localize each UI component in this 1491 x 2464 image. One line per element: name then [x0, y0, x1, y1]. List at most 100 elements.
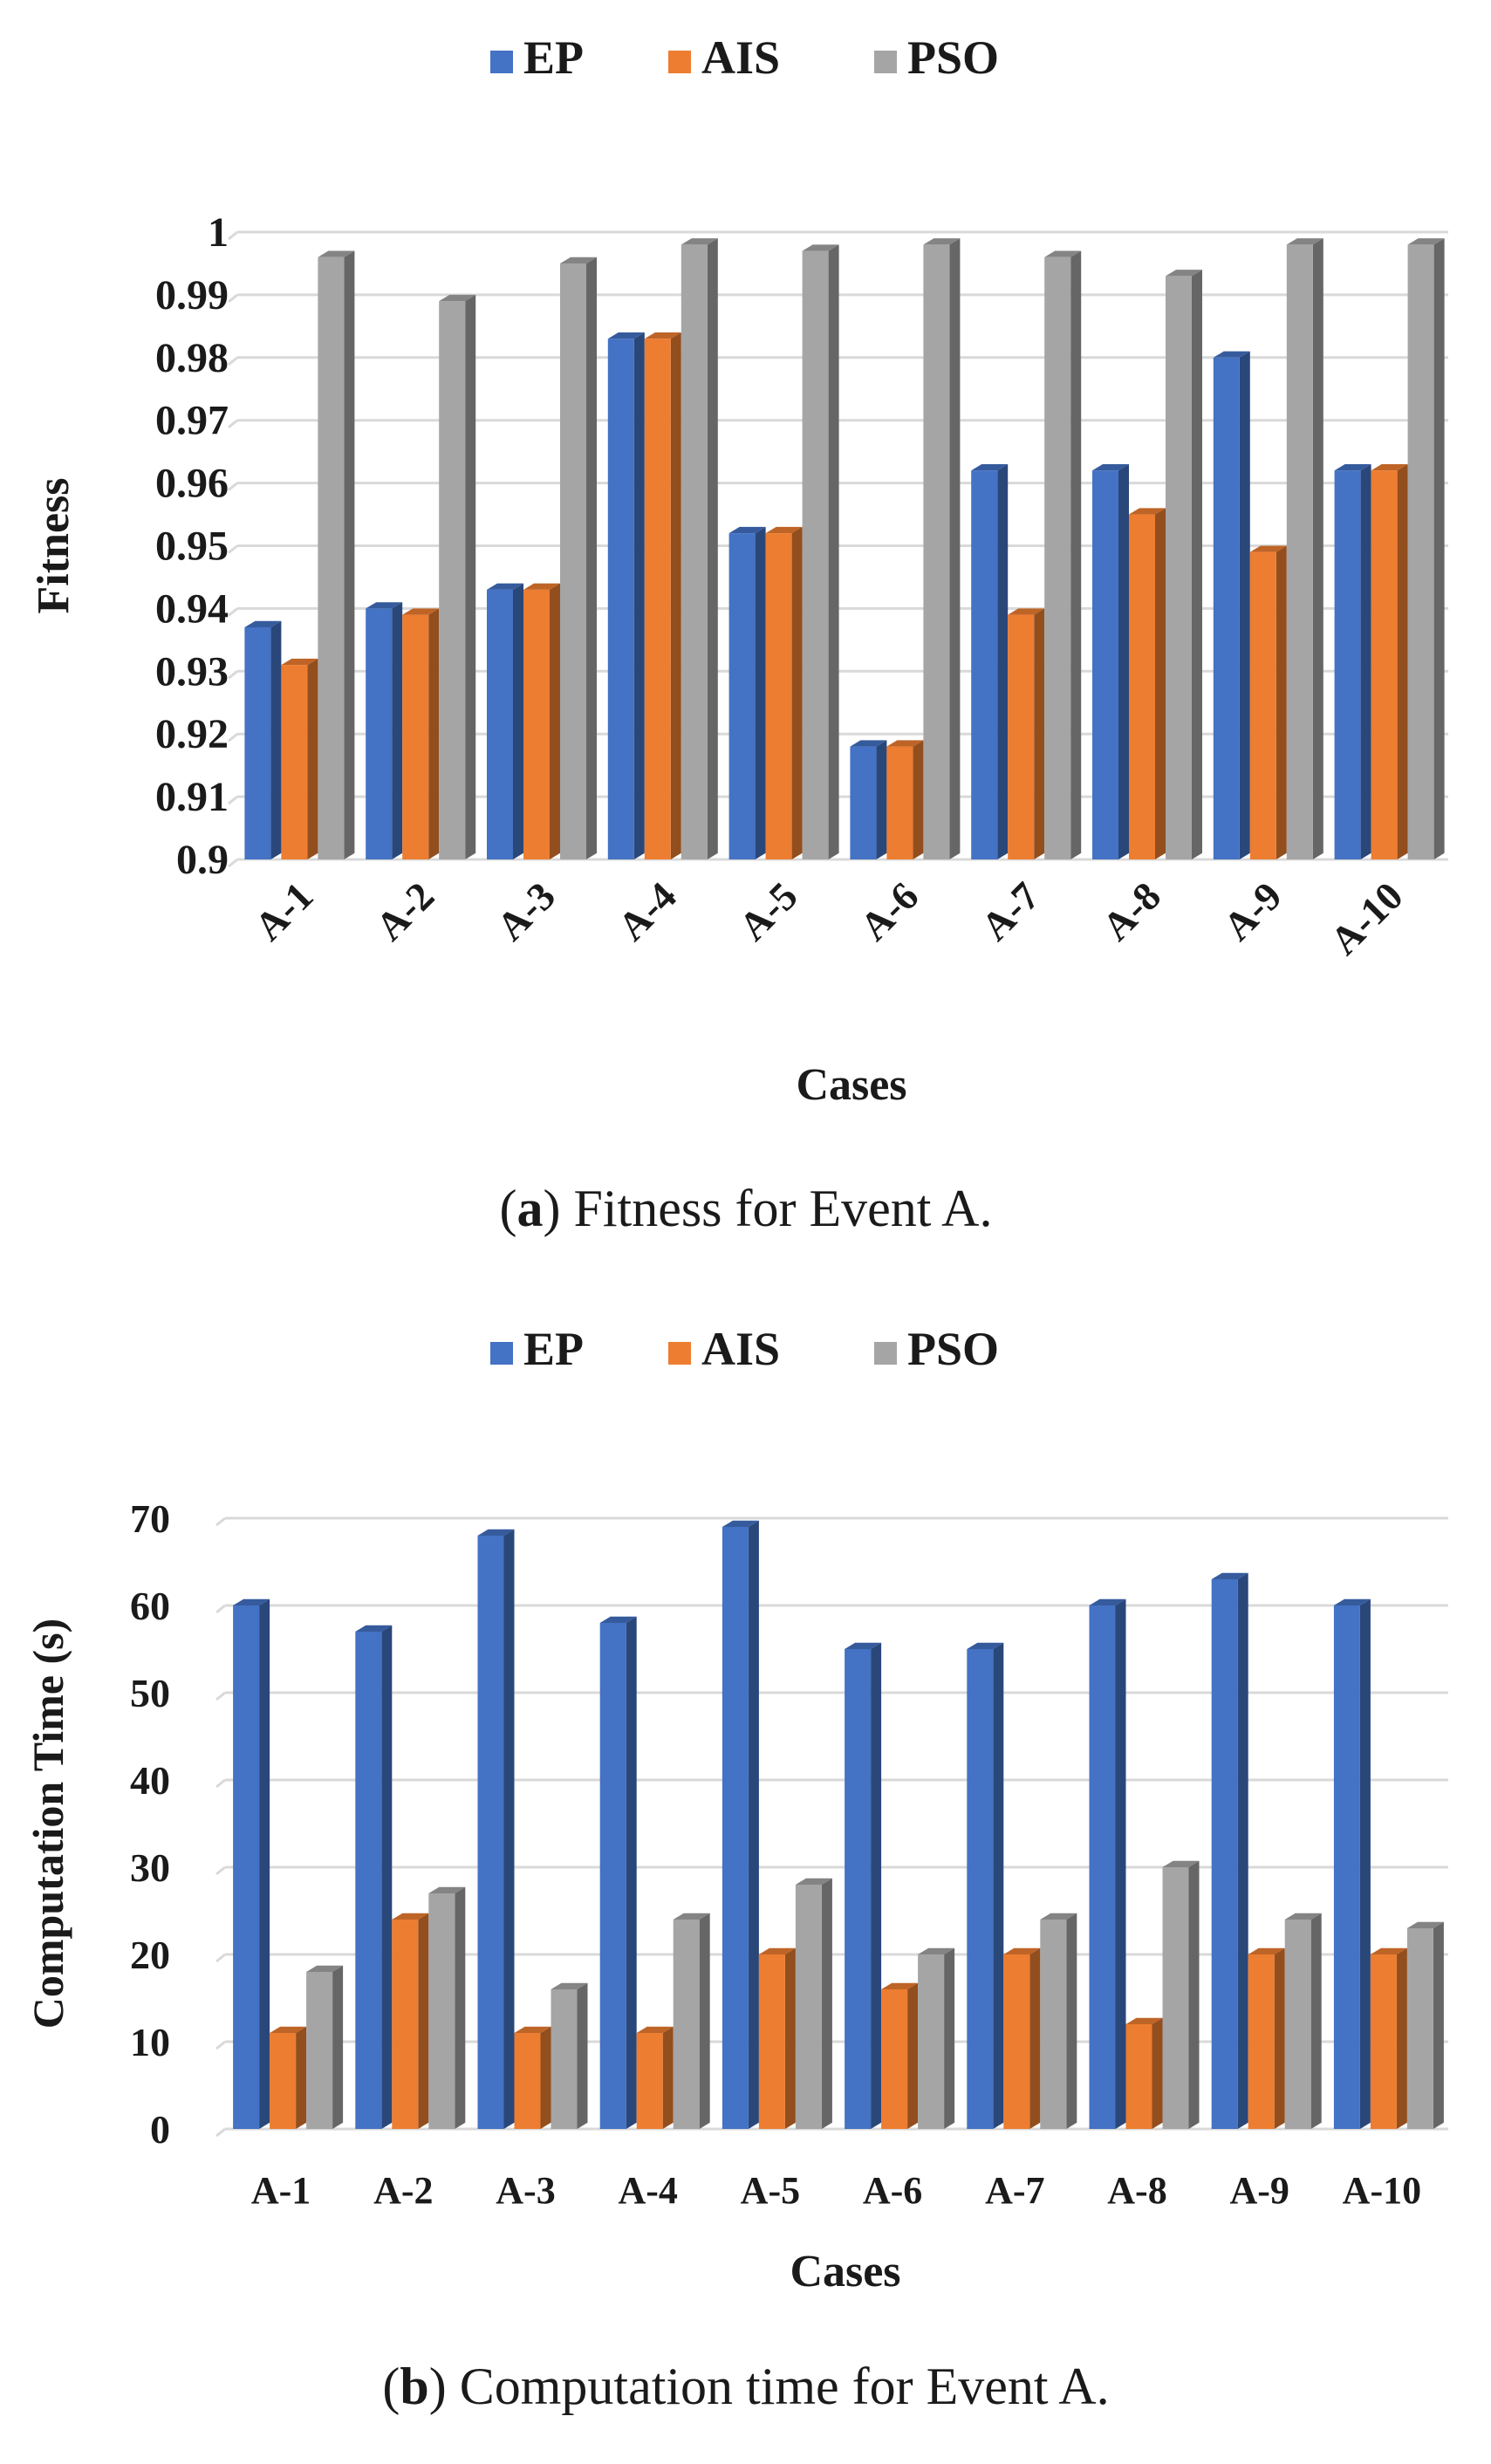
figure-caption: (a) Fitness for Event A. — [500, 1180, 993, 1237]
bar-front — [1008, 614, 1035, 859]
gridline-depth — [215, 2040, 226, 2050]
bar-top — [402, 608, 440, 615]
bar-top — [886, 740, 924, 747]
gridline-depth — [228, 356, 238, 366]
bar-top — [802, 244, 839, 251]
bar-top — [270, 2026, 307, 2033]
legend-label-pso: PSO — [907, 1323, 999, 1375]
bar-top — [1089, 1598, 1126, 1605]
bar-front — [244, 626, 271, 859]
bar-ais-a-4 — [644, 332, 681, 860]
bar-pso-a-3 — [551, 1982, 588, 2129]
bar-side — [828, 244, 839, 859]
bar-pso-a-7 — [1040, 1913, 1077, 2129]
bar-top — [881, 1982, 919, 1989]
bar-top — [551, 1982, 588, 1989]
x-tick-label: A-10 — [1322, 873, 1412, 963]
bar-top — [355, 1625, 393, 1632]
bar-top — [306, 1965, 344, 1972]
bar-pso-a-2 — [428, 1886, 466, 2129]
bar-ais-a-5 — [758, 1947, 796, 2129]
gridline-depth — [228, 293, 238, 304]
bar-front — [1211, 1579, 1238, 2129]
bar-pso-a-8 — [1166, 270, 1202, 860]
bar-top — [1248, 1947, 1285, 1954]
computation-time-chart: EP AIS PSO 0 10 20 30 40 50 60 70 A-1 A-2 A-3 A-4 A-5 A-… — [24, 1323, 1448, 2415]
bar-front — [560, 263, 586, 859]
bar-side — [633, 332, 645, 859]
bar-side — [1188, 1860, 1200, 2129]
bar-front — [355, 1632, 382, 2129]
bar-side — [1155, 508, 1166, 859]
bar-side — [707, 238, 718, 859]
bar-top — [607, 332, 645, 339]
bar-front — [758, 1954, 785, 2129]
gridline-depth — [215, 1604, 226, 1614]
bar-front — [850, 746, 877, 859]
bar-side — [748, 1520, 759, 2129]
bar-pso-a-1 — [306, 1965, 344, 2129]
bar-front — [1249, 551, 1276, 859]
y-tick-label: 0.91 — [155, 774, 229, 820]
bar-top — [1129, 508, 1166, 515]
bar-top — [1333, 1598, 1371, 1605]
bar-ais-a-8 — [1129, 508, 1166, 859]
bar-ais-a-10 — [1371, 464, 1408, 859]
gridline-depth — [215, 1691, 226, 1701]
bar-side — [465, 294, 476, 859]
bar-ais-a-7 — [1003, 1947, 1041, 2129]
bar-top — [1003, 1947, 1041, 1954]
fitness-chart: EP AIS PSO 0.9 0.91 0.92 0.93 0.94 0.95 0.96 0.97 0… — [29, 31, 1448, 1237]
bar-side — [1239, 351, 1250, 860]
x-tick-label: A-3 — [488, 873, 564, 949]
bar-side — [344, 250, 355, 859]
y-tick-label: 30 — [130, 1845, 170, 1890]
legend-label-ep: EP — [523, 1323, 584, 1375]
gridline-depth — [228, 795, 238, 805]
bar-front — [886, 746, 913, 859]
bar-ep-a-4 — [599, 1616, 637, 2129]
bar-top — [728, 526, 766, 534]
bar-side — [1118, 464, 1129, 859]
bar-front — [599, 1623, 626, 2129]
bar-front — [845, 1649, 872, 2129]
y-tick-label: 0.99 — [155, 272, 229, 318]
bar-front — [1125, 2024, 1152, 2129]
y-tick-label: 0 — [150, 2107, 170, 2152]
caption-open-paren: ( — [500, 1180, 517, 1237]
bar-front — [1406, 1928, 1433, 2129]
bar-front — [1370, 1954, 1397, 2129]
caption-letter: a — [517, 1180, 544, 1237]
bar-top — [923, 238, 961, 245]
bar-top — [1125, 2017, 1163, 2024]
bar-ais-a-5 — [765, 526, 803, 859]
bar-ep-a-2 — [355, 1625, 393, 2129]
bar-side — [1276, 545, 1287, 859]
legend-swatch-pso — [874, 1342, 897, 1365]
bar-side — [784, 1947, 796, 2129]
y-axis-label: Computation Time (s) — [24, 1619, 72, 2029]
bar-top — [1286, 238, 1323, 245]
bar-pso-a-2 — [439, 294, 476, 860]
bar-front — [681, 244, 708, 859]
gridline-depth — [228, 230, 238, 241]
bar-ep-a-8 — [1092, 464, 1129, 859]
bar-ep-a-9 — [1213, 351, 1250, 860]
bar-ep-a-5 — [728, 526, 766, 859]
bar-top — [523, 583, 560, 590]
bar-front — [1334, 470, 1361, 859]
y-tick-label: 1 — [208, 209, 229, 256]
bar-top — [281, 658, 318, 666]
bar-top — [560, 257, 597, 264]
y-tick-label: 0.94 — [155, 585, 229, 632]
bar-side — [1396, 1947, 1407, 2129]
bar-top — [644, 332, 681, 339]
bar-pso-a-7 — [1044, 250, 1082, 859]
bar-ais-a-2 — [392, 1913, 429, 2129]
bar-side — [1115, 1598, 1126, 2129]
bar-ep-a-4 — [607, 332, 645, 860]
gridline-depth — [215, 1953, 226, 1963]
bar-side — [670, 332, 681, 859]
bar-side — [944, 1947, 955, 2129]
